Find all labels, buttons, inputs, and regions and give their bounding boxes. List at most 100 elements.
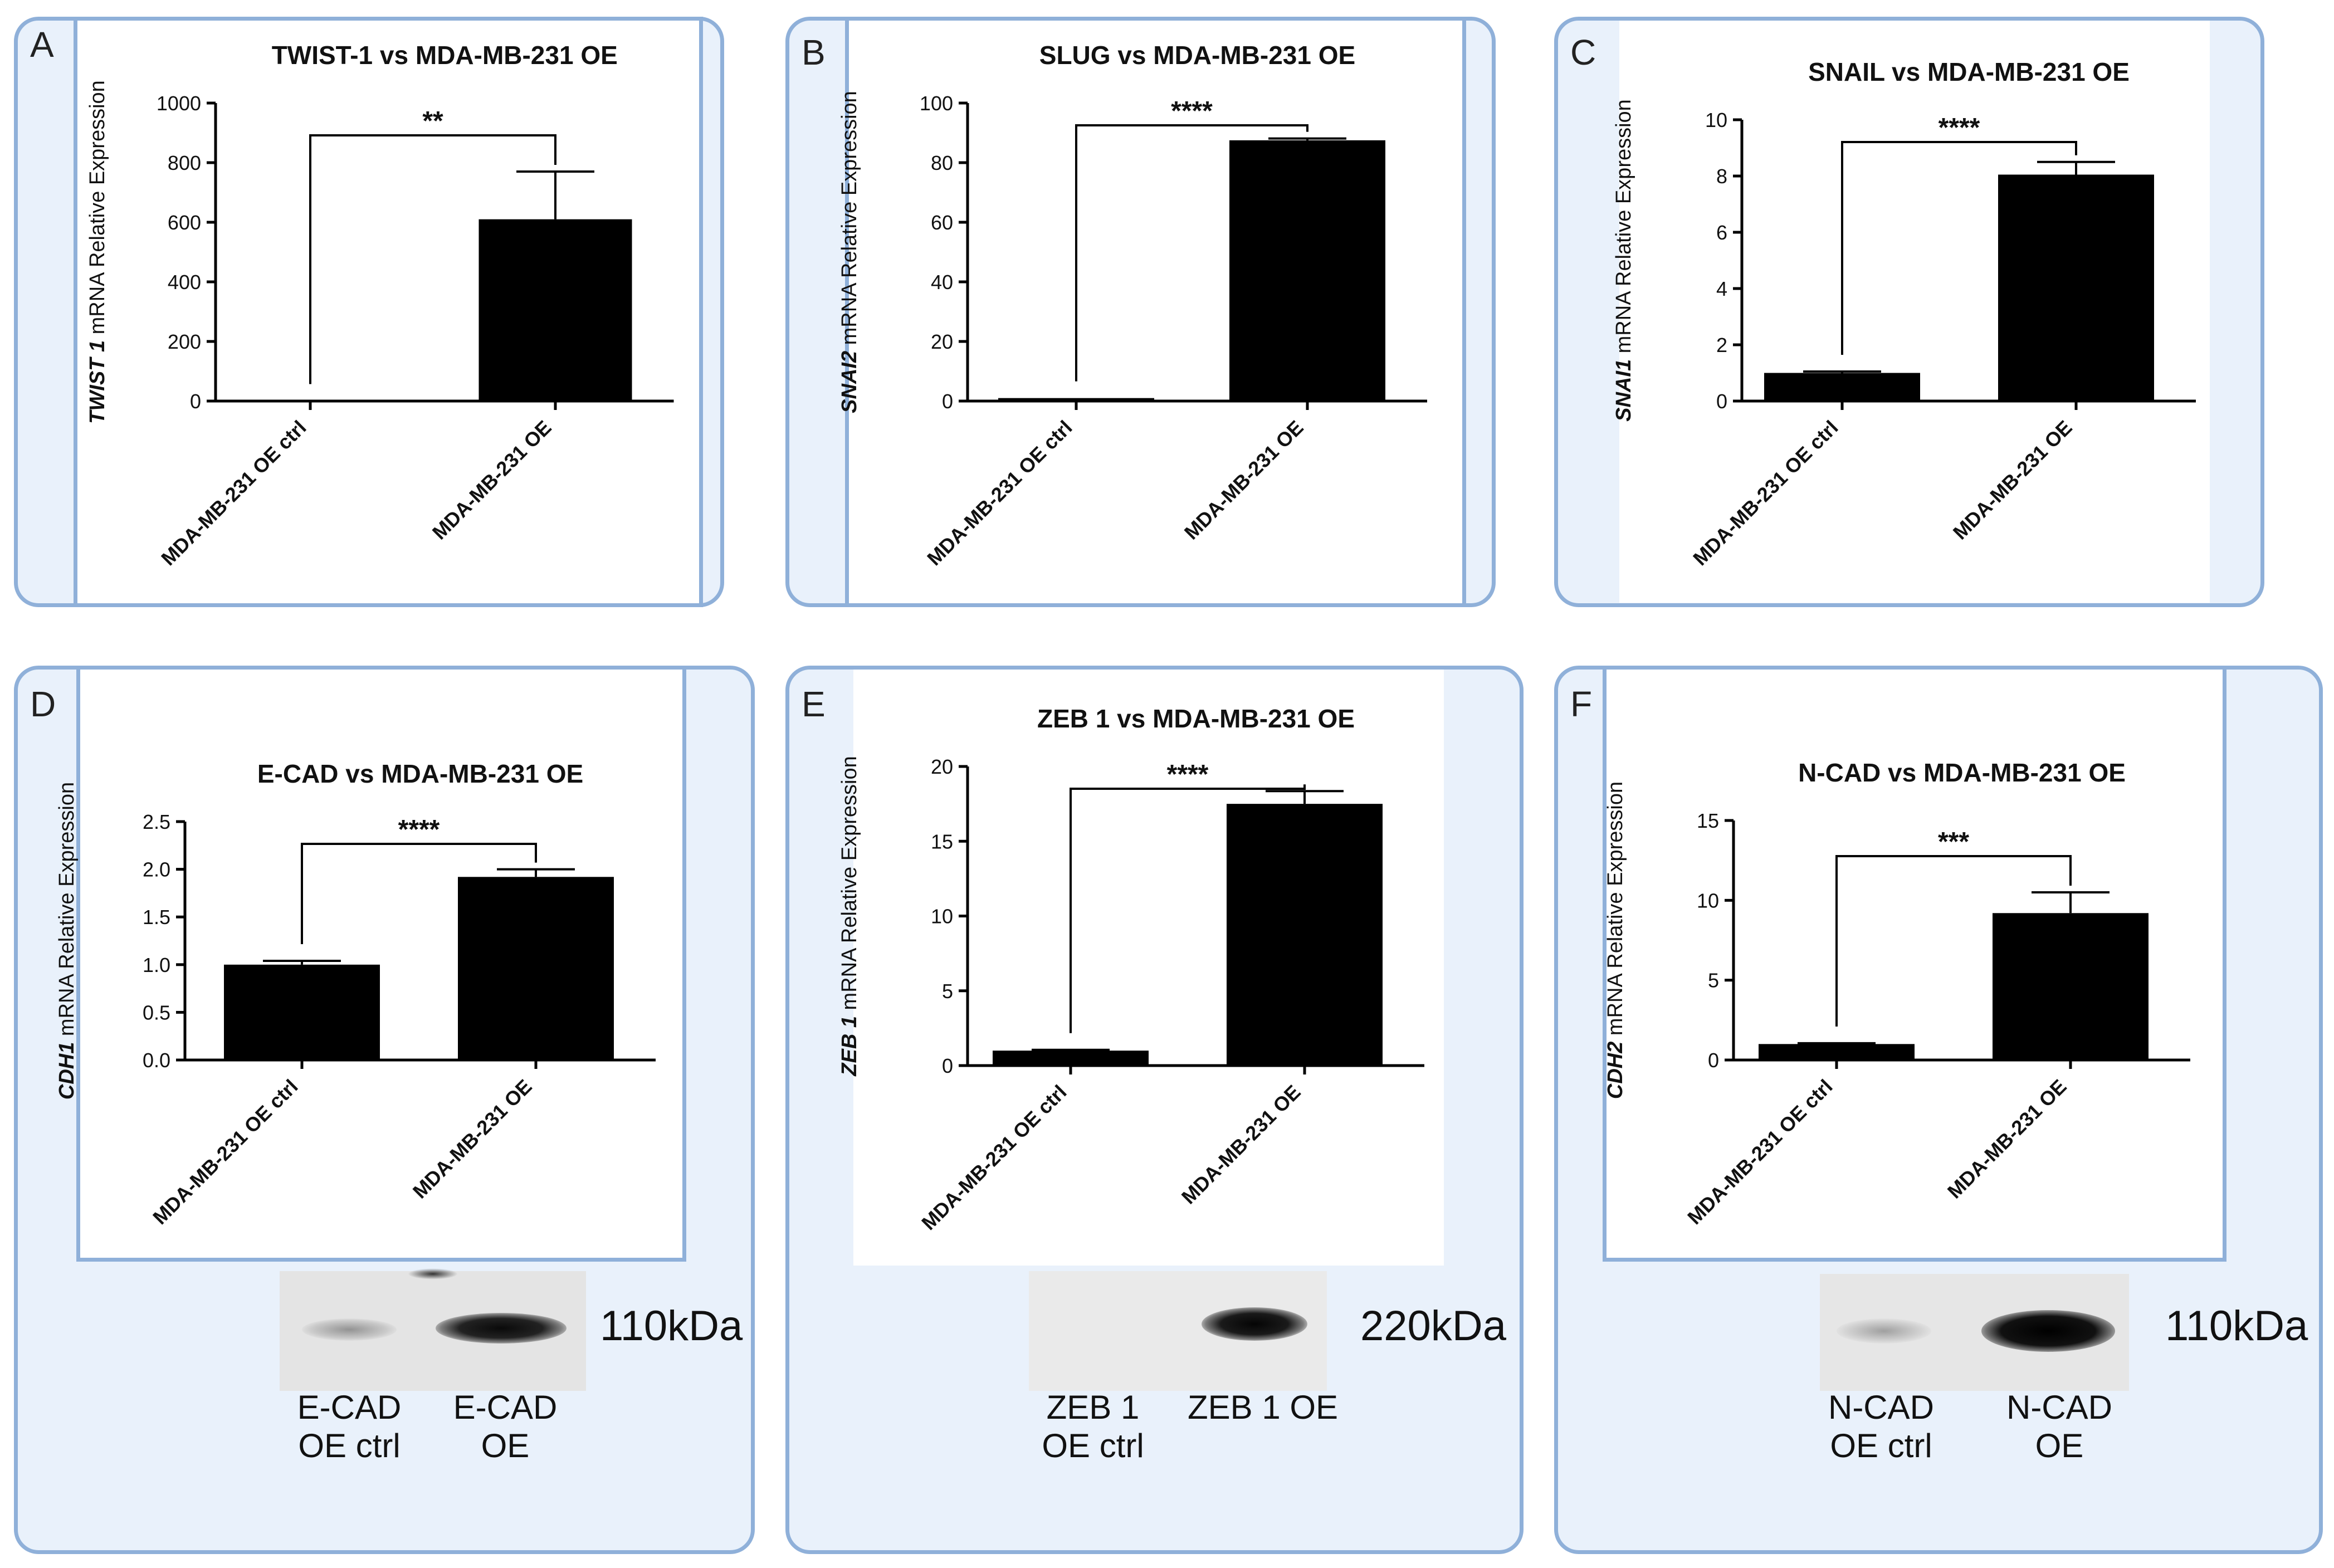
bar <box>1764 373 1920 401</box>
chart-c: SNAIL vs MDA-MB-231 OE SNAI1 mRNA Relativ… <box>1612 57 2196 570</box>
chart-title: TWIST-1 vs MDA-MB-231 OE <box>272 41 618 70</box>
y-tick-label: 6 <box>1716 221 1727 244</box>
blot-band-d-ctrl <box>302 1318 397 1341</box>
significance-bracket <box>1070 784 1306 1033</box>
western-blot-e <box>1029 1271 1327 1391</box>
y-axis-label: SNAI1 mRNA Relative Expression <box>1612 99 1635 422</box>
y-tick-label: 10 <box>1705 109 1727 131</box>
bar <box>458 877 614 1060</box>
significance-label: *** <box>1938 827 1969 857</box>
western-blot-d <box>280 1268 586 1391</box>
bar <box>1227 804 1383 1066</box>
y-tick-label: 1.5 <box>143 906 170 929</box>
y-tick-label: 800 <box>168 152 201 174</box>
y-tick-label: 1.0 <box>143 954 170 976</box>
panel-b-letter: B <box>802 32 826 72</box>
panel-c-letter: C <box>1570 32 1596 72</box>
y-tick-label: 60 <box>931 211 953 234</box>
y-axis-label: CDH2 mRNA Relative Expression <box>1604 781 1627 1099</box>
blot-lane-label-f-oe: N-CAD OE <box>1967 1388 2151 1465</box>
y-tick-label: 15 <box>1697 809 1719 832</box>
bar <box>993 1051 1149 1066</box>
y-tick-label: 1000 <box>157 92 201 115</box>
chart-title: ZEB 1 vs MDA-MB-231 OE <box>1037 704 1355 733</box>
y-tick-label: 0.0 <box>143 1049 170 1072</box>
chart-f: N-CAD vs MDA-MB-231 OE CDH2 mRNA Relative… <box>1604 758 2190 1229</box>
bar <box>224 964 380 1060</box>
y-axis-gene: CDH1 <box>55 1042 79 1100</box>
blot-lane-label-d-oe: E-CAD OE <box>413 1388 597 1465</box>
panel-a-letter: A <box>30 25 54 65</box>
lane-line: OE <box>481 1427 530 1464</box>
y-axis-label-text: mRNA Relative Expression <box>55 782 79 1042</box>
significance-label: **** <box>1939 113 1980 143</box>
lane-line: N-CAD <box>2006 1389 2112 1426</box>
y-tick-label: 20 <box>931 755 953 778</box>
y-tick-label: 600 <box>168 211 201 234</box>
x-tick-label: MDA-MB-231 OE <box>1949 416 2077 544</box>
bar <box>1759 1044 1915 1060</box>
y-axis-label-text: mRNA Relative Expression <box>1604 781 1627 1042</box>
y-axis-label-text: mRNA Relative Expression <box>838 756 861 1016</box>
y-tick-label: 2.5 <box>143 810 170 833</box>
lane-line: N-CAD <box>1828 1389 1934 1426</box>
y-tick-label: 2 <box>1716 334 1727 356</box>
blot-lane-label-e-ctrl: ZEB 1 OE ctrl <box>1001 1388 1185 1465</box>
y-tick-label: 200 <box>168 330 201 353</box>
chart-title: E-CAD vs MDA-MB-231 OE <box>257 759 583 788</box>
significance-bracket <box>1841 141 2077 355</box>
chart-a: TWIST-1 vs MDA-MB-231 OE TWIST 1 mRNA Rel… <box>86 41 674 570</box>
panel-f-letter: F <box>1570 684 1593 724</box>
y-axis-gene: SNAI2 <box>838 351 861 413</box>
x-tick-label: MDA-MB-231 OE ctrl <box>157 416 311 570</box>
y-axis-gene: ZEB 1 <box>838 1016 861 1077</box>
y-tick-label: 2.0 <box>143 858 170 881</box>
lane-line: OE ctrl <box>1830 1427 1932 1464</box>
bar <box>1998 174 2154 401</box>
bar <box>1993 913 2149 1060</box>
significance-label: ** <box>422 106 443 136</box>
lane-line: OE <box>2035 1427 2084 1464</box>
y-axis-label-text: mRNA Relative Expression <box>1612 99 1635 359</box>
y-axis-label: CDH1 mRNA Relative Expression <box>55 782 79 1100</box>
x-tick-label: MDA-MB-231 OE <box>1177 1081 1305 1209</box>
bar <box>1229 140 1385 401</box>
lane-line: OE ctrl <box>298 1427 401 1464</box>
y-tick-label: 4 <box>1716 277 1727 300</box>
y-tick-label: 0 <box>1708 1049 1719 1072</box>
chart-title: N-CAD vs MDA-MB-231 OE <box>1798 758 2126 787</box>
panel-e: E ZEB 1 vs MDA-MB-231 OE ZEB 1 mRNA Relat… <box>785 666 1524 1554</box>
bar <box>478 219 632 401</box>
significance-bracket <box>1075 124 1308 382</box>
y-axis-label-text: mRNA Relative Expression <box>838 91 861 351</box>
significance-bracket <box>309 134 556 384</box>
y-tick-label: 80 <box>931 152 953 174</box>
y-tick-label: 5 <box>1708 969 1719 992</box>
lane-line: E-CAD <box>297 1389 402 1426</box>
y-tick-label: 400 <box>168 271 201 294</box>
chart-d: E-CAD vs MDA-MB-231 OE CDH1 mRNA Relative… <box>55 759 656 1229</box>
blot-band-f-ctrl <box>1837 1318 1931 1344</box>
chart-b: SLUG vs MDA-MB-231 OE SNAI2 mRNA Relative… <box>838 41 1427 570</box>
y-tick-label: 0.5 <box>143 1001 170 1024</box>
blot-kda-e: 220kDa <box>1360 1302 1506 1350</box>
lane-line: ZEB 1 <box>1046 1389 1140 1426</box>
bar <box>998 398 1154 401</box>
bar <box>233 400 387 402</box>
blot-band-d-oe <box>436 1313 567 1344</box>
significance-bracket <box>301 843 537 944</box>
significance-label: **** <box>1171 96 1213 126</box>
panel-a: A TWIST-1 vs MDA-MB-231 OE TWIST 1 mRNA R… <box>14 17 724 607</box>
chart-title: SLUG vs MDA-MB-231 OE <box>1039 41 1355 70</box>
lane-line: ZEB 1 OE <box>1187 1389 1339 1426</box>
x-tick-label: MDA-MB-231 OE <box>1943 1075 2071 1203</box>
blot-lane-label-e-oe: ZEB 1 OE <box>1171 1388 1355 1427</box>
y-axis-gene: SNAI1 <box>1612 359 1635 422</box>
western-blot-f <box>1820 1274 2129 1391</box>
blot-kda-d: 110kDa <box>600 1302 743 1350</box>
y-axis-label: ZEB 1 mRNA Relative Expression <box>838 756 861 1076</box>
y-axis-gene: TWIST 1 <box>86 340 109 424</box>
chart-title: SNAIL vs MDA-MB-231 OE <box>1808 57 2130 86</box>
y-tick-label: 0 <box>190 390 201 413</box>
blot-band-f-oe <box>1981 1310 2115 1352</box>
